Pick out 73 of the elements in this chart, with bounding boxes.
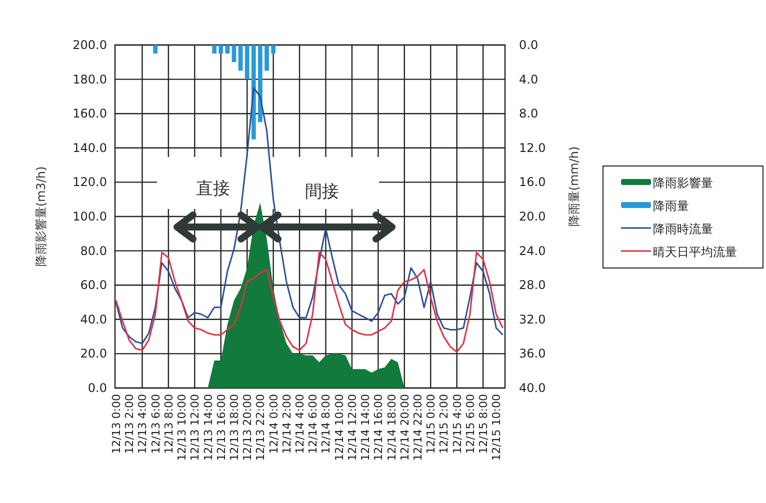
y-axis-title: 降雨影響量(m3/h) — [34, 166, 48, 267]
x-tick-label: 12/14 12:00 — [346, 394, 359, 461]
x-tick-label: 12/14 20:00 — [398, 394, 412, 461]
legend-label: 晴天日平均流量 — [653, 245, 737, 259]
bar — [251, 45, 256, 140]
x-tick-label: 12/15 4:00 — [450, 394, 464, 454]
legend-label: 降雨影響量 — [653, 176, 713, 190]
x-tick-label: 12/14 22:00 — [412, 394, 425, 461]
y-tick-label: 20.0 — [80, 346, 107, 361]
x-tick-label: 12/15 8:00 — [477, 394, 490, 454]
x-tick-label: 12/14 8:00 — [320, 394, 333, 454]
y2-tick-label: 40.0 — [519, 381, 546, 395]
x-tick-label: 12/13 20:00 — [241, 394, 254, 461]
y-tick-label: 160.0 — [72, 106, 107, 121]
bar — [212, 45, 217, 54]
x-tick-label: 12/15 0:00 — [424, 394, 438, 454]
y2-axis-title: 降雨量(mm/h) — [567, 146, 581, 227]
x-tick-label: 12/13 2:00 — [123, 394, 136, 454]
x-tick-label: 12/13 12:00 — [188, 394, 202, 461]
y-tick-label: 60.0 — [80, 278, 107, 292]
y-tick-label: 180.0 — [72, 72, 107, 86]
bar — [264, 45, 269, 71]
y-tick-label: 100.0 — [72, 210, 107, 224]
y2-tick-label: 16.0 — [519, 175, 546, 190]
y-tick-label: 200.0 — [72, 38, 107, 52]
y2-tick-label: 4.0 — [519, 72, 538, 86]
bar — [232, 45, 236, 62]
x-tick-label: 12/14 6:00 — [306, 394, 320, 454]
x-tick-label: 12/15 2:00 — [438, 394, 451, 454]
bar — [153, 45, 158, 54]
x-tick-label: 12/14 0:00 — [267, 394, 280, 454]
y2-tick-label: 24.0 — [519, 244, 546, 258]
bar — [225, 45, 230, 54]
x-tick-label: 12/14 14:00 — [359, 394, 372, 461]
y-tick-label: 0.0 — [88, 381, 107, 395]
x-tick-label: 12/13 10:00 — [176, 394, 189, 461]
y2-tick-label: 0.0 — [519, 38, 538, 52]
line-series — [115, 252, 504, 353]
y2-tick-label: 8.0 — [519, 106, 538, 121]
y2-tick-label: 28.0 — [519, 278, 546, 292]
x-tick-label: 12/13 0:00 — [110, 394, 123, 454]
x-tick-label: 12/15 10:00 — [490, 394, 504, 461]
bar — [271, 45, 276, 54]
x-tick-label: 12/14 4:00 — [294, 394, 307, 454]
x-tick-label: 12/14 18:00 — [385, 394, 398, 461]
y-tick-label: 40.0 — [80, 312, 107, 326]
annotation: 間接 — [305, 182, 339, 202]
x-tick-label: 12/15 6:00 — [464, 394, 477, 454]
bar — [218, 45, 224, 54]
x-tick-label: 12/13 14:00 — [202, 394, 215, 461]
line-series — [115, 87, 504, 344]
x-tick-label: 12/13 4:00 — [136, 394, 150, 454]
x-tick-label: 12/13 16:00 — [214, 394, 228, 461]
annotation: 直接 — [196, 179, 230, 199]
y-tick-label: 140.0 — [72, 140, 107, 155]
y-tick-label: 120.0 — [72, 175, 107, 190]
x-tick-label: 12/14 10:00 — [332, 394, 346, 461]
x-tick-label: 12/13 18:00 — [228, 394, 241, 461]
bar — [238, 45, 243, 71]
bar — [244, 45, 250, 80]
legend-label: 降雨時流量 — [653, 222, 713, 236]
y-tick-label: 80.0 — [80, 244, 107, 258]
x-tick-label: 12/14 16:00 — [372, 394, 386, 461]
y2-tick-label: 36.0 — [519, 346, 546, 361]
bar — [258, 45, 262, 122]
legend-label: 降雨量 — [653, 199, 689, 213]
x-tick-label: 12/13 6:00 — [149, 394, 162, 454]
x-tick-label: 12/13 22:00 — [254, 394, 268, 461]
y2-tick-label: 12.0 — [519, 140, 546, 155]
y2-tick-label: 20.0 — [519, 210, 546, 224]
x-tick-label: 12/13 8:00 — [162, 394, 176, 454]
x-tick-label: 12/14 2:00 — [280, 394, 294, 454]
y2-tick-label: 32.0 — [519, 312, 546, 326]
